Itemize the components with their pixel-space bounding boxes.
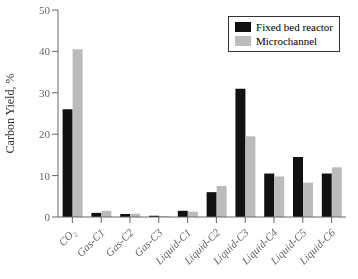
svg-text:CO₂: CO₂: [56, 226, 78, 248]
svg-text:Liquid-C2: Liquid-C2: [181, 226, 223, 267]
html-text:Microchannel: Microchannel: [256, 35, 318, 47]
svg-text:Gas-C1: Gas-C1: [74, 226, 107, 259]
svg-text:Liquid-C3: Liquid-C3: [210, 226, 251, 267]
svg-text:10: 10: [39, 170, 51, 182]
html-text:Fixed bed reactor: Fixed bed reactor: [256, 21, 333, 33]
svg-text:30: 30: [39, 87, 51, 99]
svg-text:20: 20: [39, 128, 51, 140]
svg-text:Liquid-C6: Liquid-C6: [296, 226, 338, 268]
svg-text:Liquid-C1: Liquid-C1: [152, 226, 194, 267]
svg-text:Gas-C3: Gas-C3: [131, 226, 165, 259]
svg-text:40: 40: [39, 45, 51, 57]
svg-text:Liquid-C4: Liquid-C4: [239, 226, 280, 267]
svg-text:50: 50: [39, 4, 51, 16]
svg-text:Gas-C2: Gas-C2: [103, 226, 136, 259]
svg-text:Carbon Yield, %: Carbon Yield, %: [8, 74, 17, 154]
svg-text:Liquid-C5: Liquid-C5: [268, 226, 309, 267]
svg-text:0: 0: [45, 211, 51, 223]
